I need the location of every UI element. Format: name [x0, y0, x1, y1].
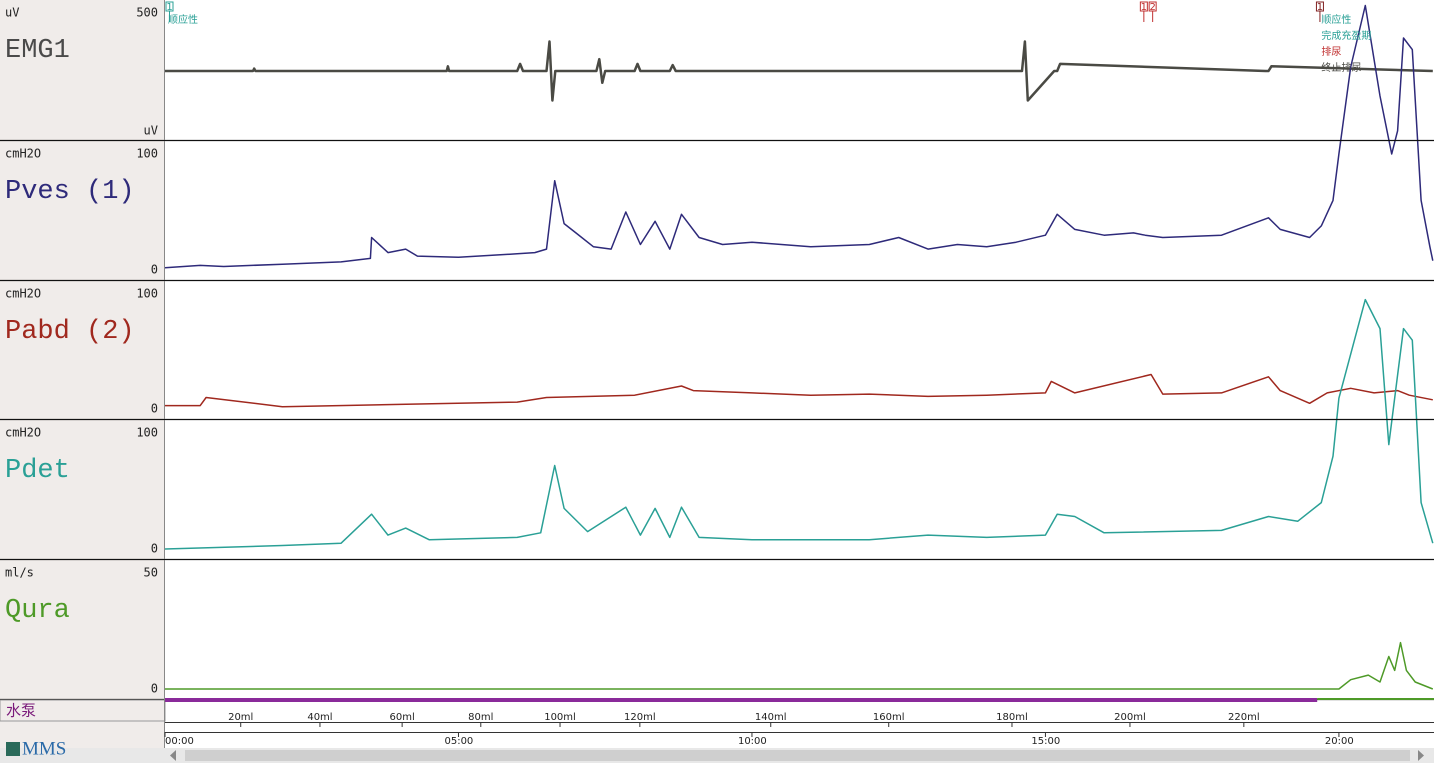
- channel-name: Pves (1): [5, 177, 135, 207]
- channel-name: Qura: [5, 596, 70, 626]
- event-label: 顺应性: [168, 13, 198, 26]
- y-tick-label: 500: [136, 6, 158, 20]
- channel-name: Pabd (2): [5, 317, 135, 347]
- volume-tick-label: 180ml: [996, 712, 1028, 723]
- trace: [164, 298, 1434, 550]
- y-tick-label: 0: [151, 682, 158, 696]
- scroll-thumb[interactable]: [185, 750, 1410, 761]
- channel-unit: cmH2O: [5, 287, 41, 301]
- volume-tick-label: 120ml: [624, 712, 656, 723]
- trace: [164, 4, 1434, 269]
- volume-tick-label: 100ml: [544, 712, 576, 723]
- y-tick-label: 0: [151, 402, 158, 416]
- channel-unit: uV: [5, 6, 19, 20]
- event-label: 顺应性: [1321, 13, 1351, 26]
- dot-grid: [165, 0, 1434, 699]
- time-tick-label: 05:00: [444, 736, 473, 747]
- event-label: 终止排尿: [1321, 61, 1361, 74]
- time-tick-label: 10:00: [738, 736, 767, 747]
- y-tick-label: 50: [144, 566, 158, 580]
- time-tick-label: 00:00: [165, 736, 194, 747]
- trace: [165, 641, 1434, 690]
- trace: [165, 40, 1433, 102]
- y-tick-label: 100: [136, 426, 158, 440]
- event-marker: 1: [1317, 2, 1323, 13]
- left-panel: [0, 0, 165, 763]
- event-marker: 1: [166, 2, 172, 13]
- channel-unit: ml/s: [5, 566, 34, 580]
- scroll-left[interactable]: [170, 750, 176, 761]
- logo-icon: [6, 742, 20, 756]
- volume-tick-label: 200ml: [1114, 712, 1146, 723]
- y-tick-label: 0: [151, 542, 158, 556]
- channel-unit: cmH2O: [5, 147, 41, 161]
- y-tick-label: 0: [151, 263, 158, 277]
- channel-unit: cmH2O: [5, 426, 41, 440]
- volume-tick-label: 220ml: [1228, 712, 1260, 723]
- scroll-right[interactable]: [1418, 750, 1424, 761]
- event-marker: 1: [1141, 2, 1147, 13]
- y-tick-label: 100: [136, 147, 158, 161]
- volume-tick-label: 20ml: [228, 712, 253, 723]
- logo: MMS: [22, 738, 66, 759]
- event-marker: 2: [1149, 2, 1155, 13]
- unit-bottom: uV: [144, 124, 158, 138]
- volume-tick-label: 80ml: [468, 712, 493, 723]
- channel-name: EMG1: [5, 36, 70, 66]
- time-tick-label: 20:00: [1325, 736, 1354, 747]
- volume-tick-label: 60ml: [390, 712, 415, 723]
- volume-tick-label: 40ml: [307, 712, 332, 723]
- y-tick-label: 100: [136, 287, 158, 301]
- event-label: 完成充盈期: [1321, 29, 1371, 42]
- trace: [165, 373, 1433, 408]
- channel-name: Pdet: [5, 456, 70, 486]
- event-label: 排尿: [1321, 45, 1341, 58]
- pump-label: 水泵: [6, 702, 36, 720]
- volume-tick-label: 160ml: [873, 712, 905, 723]
- volume-tick-label: 140ml: [755, 712, 787, 723]
- pump-on: [165, 698, 1318, 702]
- time-tick-label: 15:00: [1031, 736, 1060, 747]
